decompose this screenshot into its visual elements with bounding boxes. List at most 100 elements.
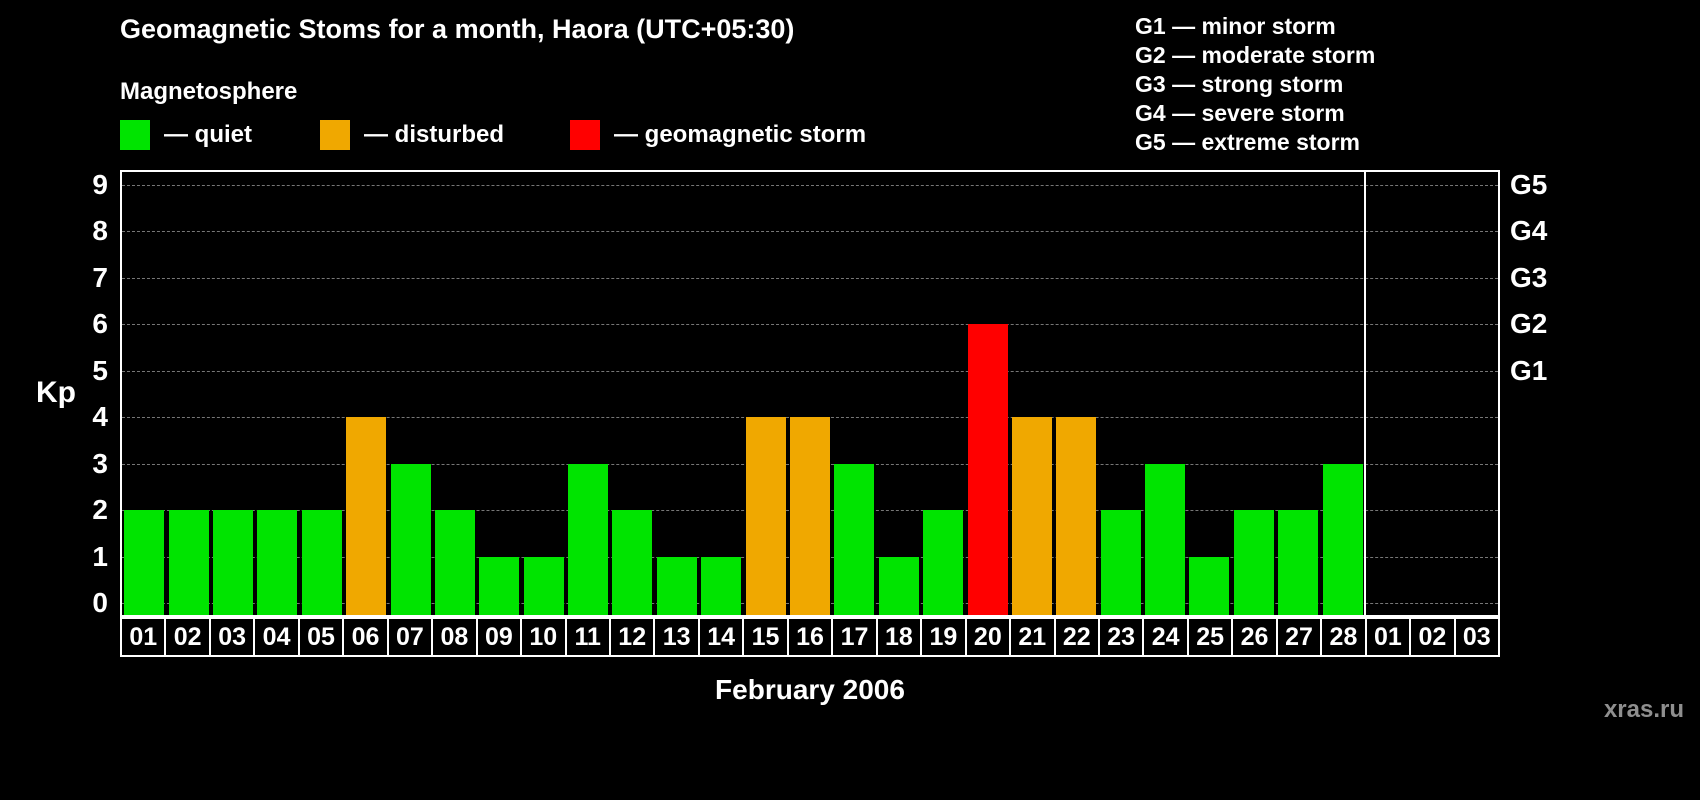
legend-item-storm: — geomagnetic storm (570, 120, 866, 150)
kp-bar-day-17 (834, 463, 875, 615)
day-cell: 01 (120, 617, 167, 657)
kp-bar-day-15 (745, 417, 786, 615)
x-axis-day-row: 01 02 03 04 05 06 07 08 09 10 11 12 13 14 15 16 17 18 19 20… (120, 617, 1501, 657)
kp-bar-day-22 (1056, 417, 1097, 615)
day-cell: 03 (1453, 617, 1501, 657)
day-cell: 04 (253, 617, 300, 657)
kp-bar-day-08 (434, 510, 475, 615)
kp-bar-day-28 (1322, 463, 1363, 615)
kp-bar-day-03 (212, 510, 253, 615)
kp-bar-day-14 (701, 556, 742, 615)
day-cell: 15 (742, 617, 789, 657)
disturbed-color-swatch (320, 120, 350, 150)
day-cell: 13 (653, 617, 700, 657)
day-cell: 01 (1364, 617, 1412, 657)
kp-bar-day-11 (568, 463, 609, 615)
y-axis-label: Kp (36, 376, 76, 409)
legend-heading: Magnetosphere (120, 78, 298, 105)
kp-bar-day-09 (479, 556, 520, 615)
gridline-kp-8 (122, 231, 1498, 233)
g-scale-legend-line: G3 — strong storm (1135, 71, 1344, 97)
day-cell: 02 (164, 617, 211, 657)
day-cell: 17 (831, 617, 878, 657)
kp-bar-day-06 (346, 417, 387, 615)
g-scale-legend: G1 — minor storm G2 — moderate storm G3 … (1135, 12, 1375, 157)
y-tick-label: 2 (92, 494, 108, 526)
g-tick-label-g5: G5 (1510, 169, 1548, 200)
y-tick-label: 7 (92, 261, 108, 293)
g-tick-label-g1: G1 (1510, 354, 1548, 386)
legend-item-quiet: — quiet (120, 120, 252, 150)
y-tick-label: 5 (92, 354, 108, 386)
g-tick-label-g4: G4 (1510, 215, 1548, 247)
plot-area (120, 170, 1500, 617)
watermark: xras.ru (1603, 696, 1684, 723)
y-tick-label: 6 (92, 308, 108, 340)
day-cell: 23 (1097, 617, 1145, 657)
g-scale-legend-line: G5 — extreme storm (1135, 129, 1360, 155)
day-cell: 02 (1409, 617, 1456, 657)
y-tick-label: 4 (92, 401, 108, 433)
day-cell: 24 (1142, 617, 1189, 657)
gridline-kp-7 (122, 277, 1498, 279)
legend-item-disturbed: — disturbed (320, 120, 504, 150)
g-tick-label-g3: G3 (1510, 261, 1548, 293)
kp-bar-day-23 (1100, 510, 1141, 615)
y-tick-label: 3 (92, 447, 108, 479)
kp-bar-day-13 (656, 556, 697, 615)
day-cell: 10 (520, 617, 567, 657)
kp-bar-day-19 (923, 510, 964, 615)
legend-label-disturbed: — disturbed (364, 121, 505, 148)
kp-bar-day-05 (301, 510, 342, 615)
g-scale-legend-line: G1 — minor storm (1135, 13, 1336, 39)
day-cell: 27 (1275, 617, 1323, 657)
kp-bar-day-20 (967, 324, 1008, 615)
chart-title: Geomagnetic Stoms for a month, Haora (UT… (120, 14, 795, 44)
kp-bar-day-02 (168, 510, 209, 615)
y-tick-label: 8 (92, 215, 108, 247)
day-cell: 07 (386, 617, 434, 657)
g-tick-label-g2: G2 (1510, 308, 1548, 340)
storm-color-swatch (570, 120, 600, 150)
kp-bar-day-04 (257, 510, 298, 615)
kp-bar-day-24 (1145, 463, 1186, 615)
day-cell: 12 (608, 617, 656, 657)
kp-bar-day-07 (390, 463, 431, 615)
kp-bar-day-27 (1278, 510, 1319, 615)
day-cell: 20 (964, 617, 1012, 657)
day-cell: 16 (786, 617, 834, 657)
gridline-kp-9 (122, 185, 1498, 186)
day-cell: 18 (875, 617, 923, 657)
day-cell: 05 (297, 617, 345, 657)
day-cell: 08 (431, 617, 478, 657)
day-cell: 28 (1320, 617, 1367, 657)
kp-bar-day-10 (523, 556, 564, 615)
day-cell: 26 (1231, 617, 1278, 657)
legend-label-quiet: — quiet (164, 121, 252, 148)
kp-bar-day-18 (878, 556, 919, 615)
x-axis-label: February 2006 (715, 674, 905, 705)
quiet-color-swatch (120, 120, 150, 150)
day-cell: 03 (208, 617, 256, 657)
month-separator-line (1363, 172, 1366, 615)
day-cell: 19 (920, 617, 967, 657)
kp-bar-day-01 (124, 510, 165, 615)
g-scale-legend-line: G2 — moderate storm (1135, 42, 1376, 68)
day-cell: 09 (475, 617, 523, 657)
gridline-kp-5 (122, 370, 1498, 372)
day-cell: 14 (697, 617, 745, 657)
y-tick-label: 1 (92, 540, 108, 572)
g-scale-legend-line: G4 — severe storm (1135, 100, 1345, 126)
kp-bar-day-21 (1011, 417, 1052, 615)
y-tick-label: 9 (92, 169, 108, 200)
day-cell: 21 (1009, 617, 1056, 657)
day-cell: 06 (342, 617, 389, 657)
day-cell: 25 (1186, 617, 1234, 657)
gridline-kp-6 (122, 324, 1498, 326)
kp-bar-day-12 (612, 510, 653, 615)
kp-bar-day-25 (1189, 556, 1230, 615)
kp-bar-day-16 (790, 417, 830, 615)
kp-bar-day-26 (1233, 510, 1274, 615)
legend-label-storm: — geomagnetic storm (614, 121, 867, 148)
y-tick-label: 0 (92, 587, 108, 618)
